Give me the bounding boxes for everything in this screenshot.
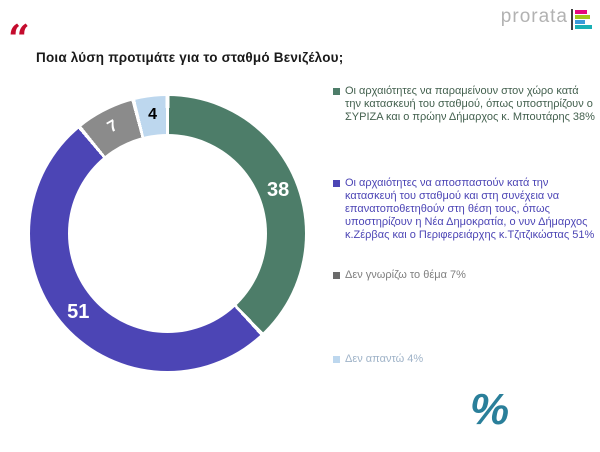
donut-chart: 38 51 7 4 <box>30 96 305 371</box>
legend-swatch-icon <box>333 180 340 187</box>
magenta-bar-icon <box>575 10 587 14</box>
prorata-logo-text: prorata <box>500 6 568 27</box>
quote-icon: “ <box>8 16 30 61</box>
slice-value-label: 38 <box>267 178 290 201</box>
teal-bar-icon <box>575 25 592 29</box>
chart-legend: Οι αρχαιότητες να παραμείνουν στον χώρο … <box>333 85 599 385</box>
prorata-logo-bars-icon <box>571 9 592 30</box>
logo-color-bars <box>575 10 592 30</box>
legend-swatch-icon <box>333 356 340 363</box>
legend-label: Οι αρχαιότητες να αποσπαστούν κατά την κ… <box>345 177 595 241</box>
slice-value-label: 4 <box>148 106 158 124</box>
slice-value-label: 51 <box>67 301 90 324</box>
legend-label: Δεν απαντώ 4% <box>345 353 424 365</box>
page-title: Ποια λύση προτιμάτε για το σταθμό Βενιζέ… <box>36 50 344 66</box>
donut-hole <box>68 134 267 333</box>
legend-label: Οι αρχαιότητες να παραμείνουν στον χώρο … <box>345 85 595 123</box>
legend-label: Δεν γνωρίζω το θέμα 7% <box>345 269 466 281</box>
logo-vertical-bar <box>571 9 573 30</box>
legend-swatch-icon <box>333 88 340 95</box>
green-bar-icon <box>575 15 590 19</box>
legend-item: Οι αρχαιότητες να αποσπαστούν κατά την κ… <box>333 177 597 242</box>
legend-item: Οι αρχαιότητες να παραμείνουν στον χώρο … <box>333 85 597 124</box>
legend-swatch-icon <box>333 272 340 279</box>
percent-mark-icon: % <box>470 385 510 434</box>
blue-bar-icon <box>575 20 585 24</box>
legend-item: Δεν απαντώ 4% <box>333 353 423 366</box>
legend-item: Δεν γνωρίζω το θέμα 7% <box>333 269 466 282</box>
prorata-logo: prorata <box>501 5 592 30</box>
